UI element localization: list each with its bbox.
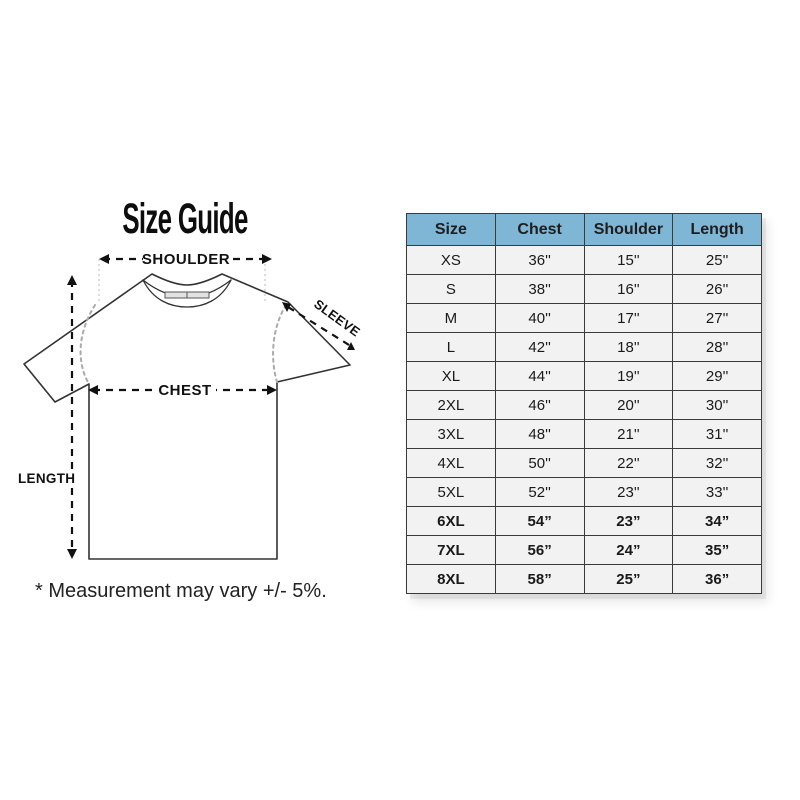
svg-text:SHOULDER: SHOULDER (142, 251, 230, 268)
svg-text:LENGTH: LENGTH (18, 471, 75, 486)
svg-text:CHEST: CHEST (158, 382, 211, 399)
